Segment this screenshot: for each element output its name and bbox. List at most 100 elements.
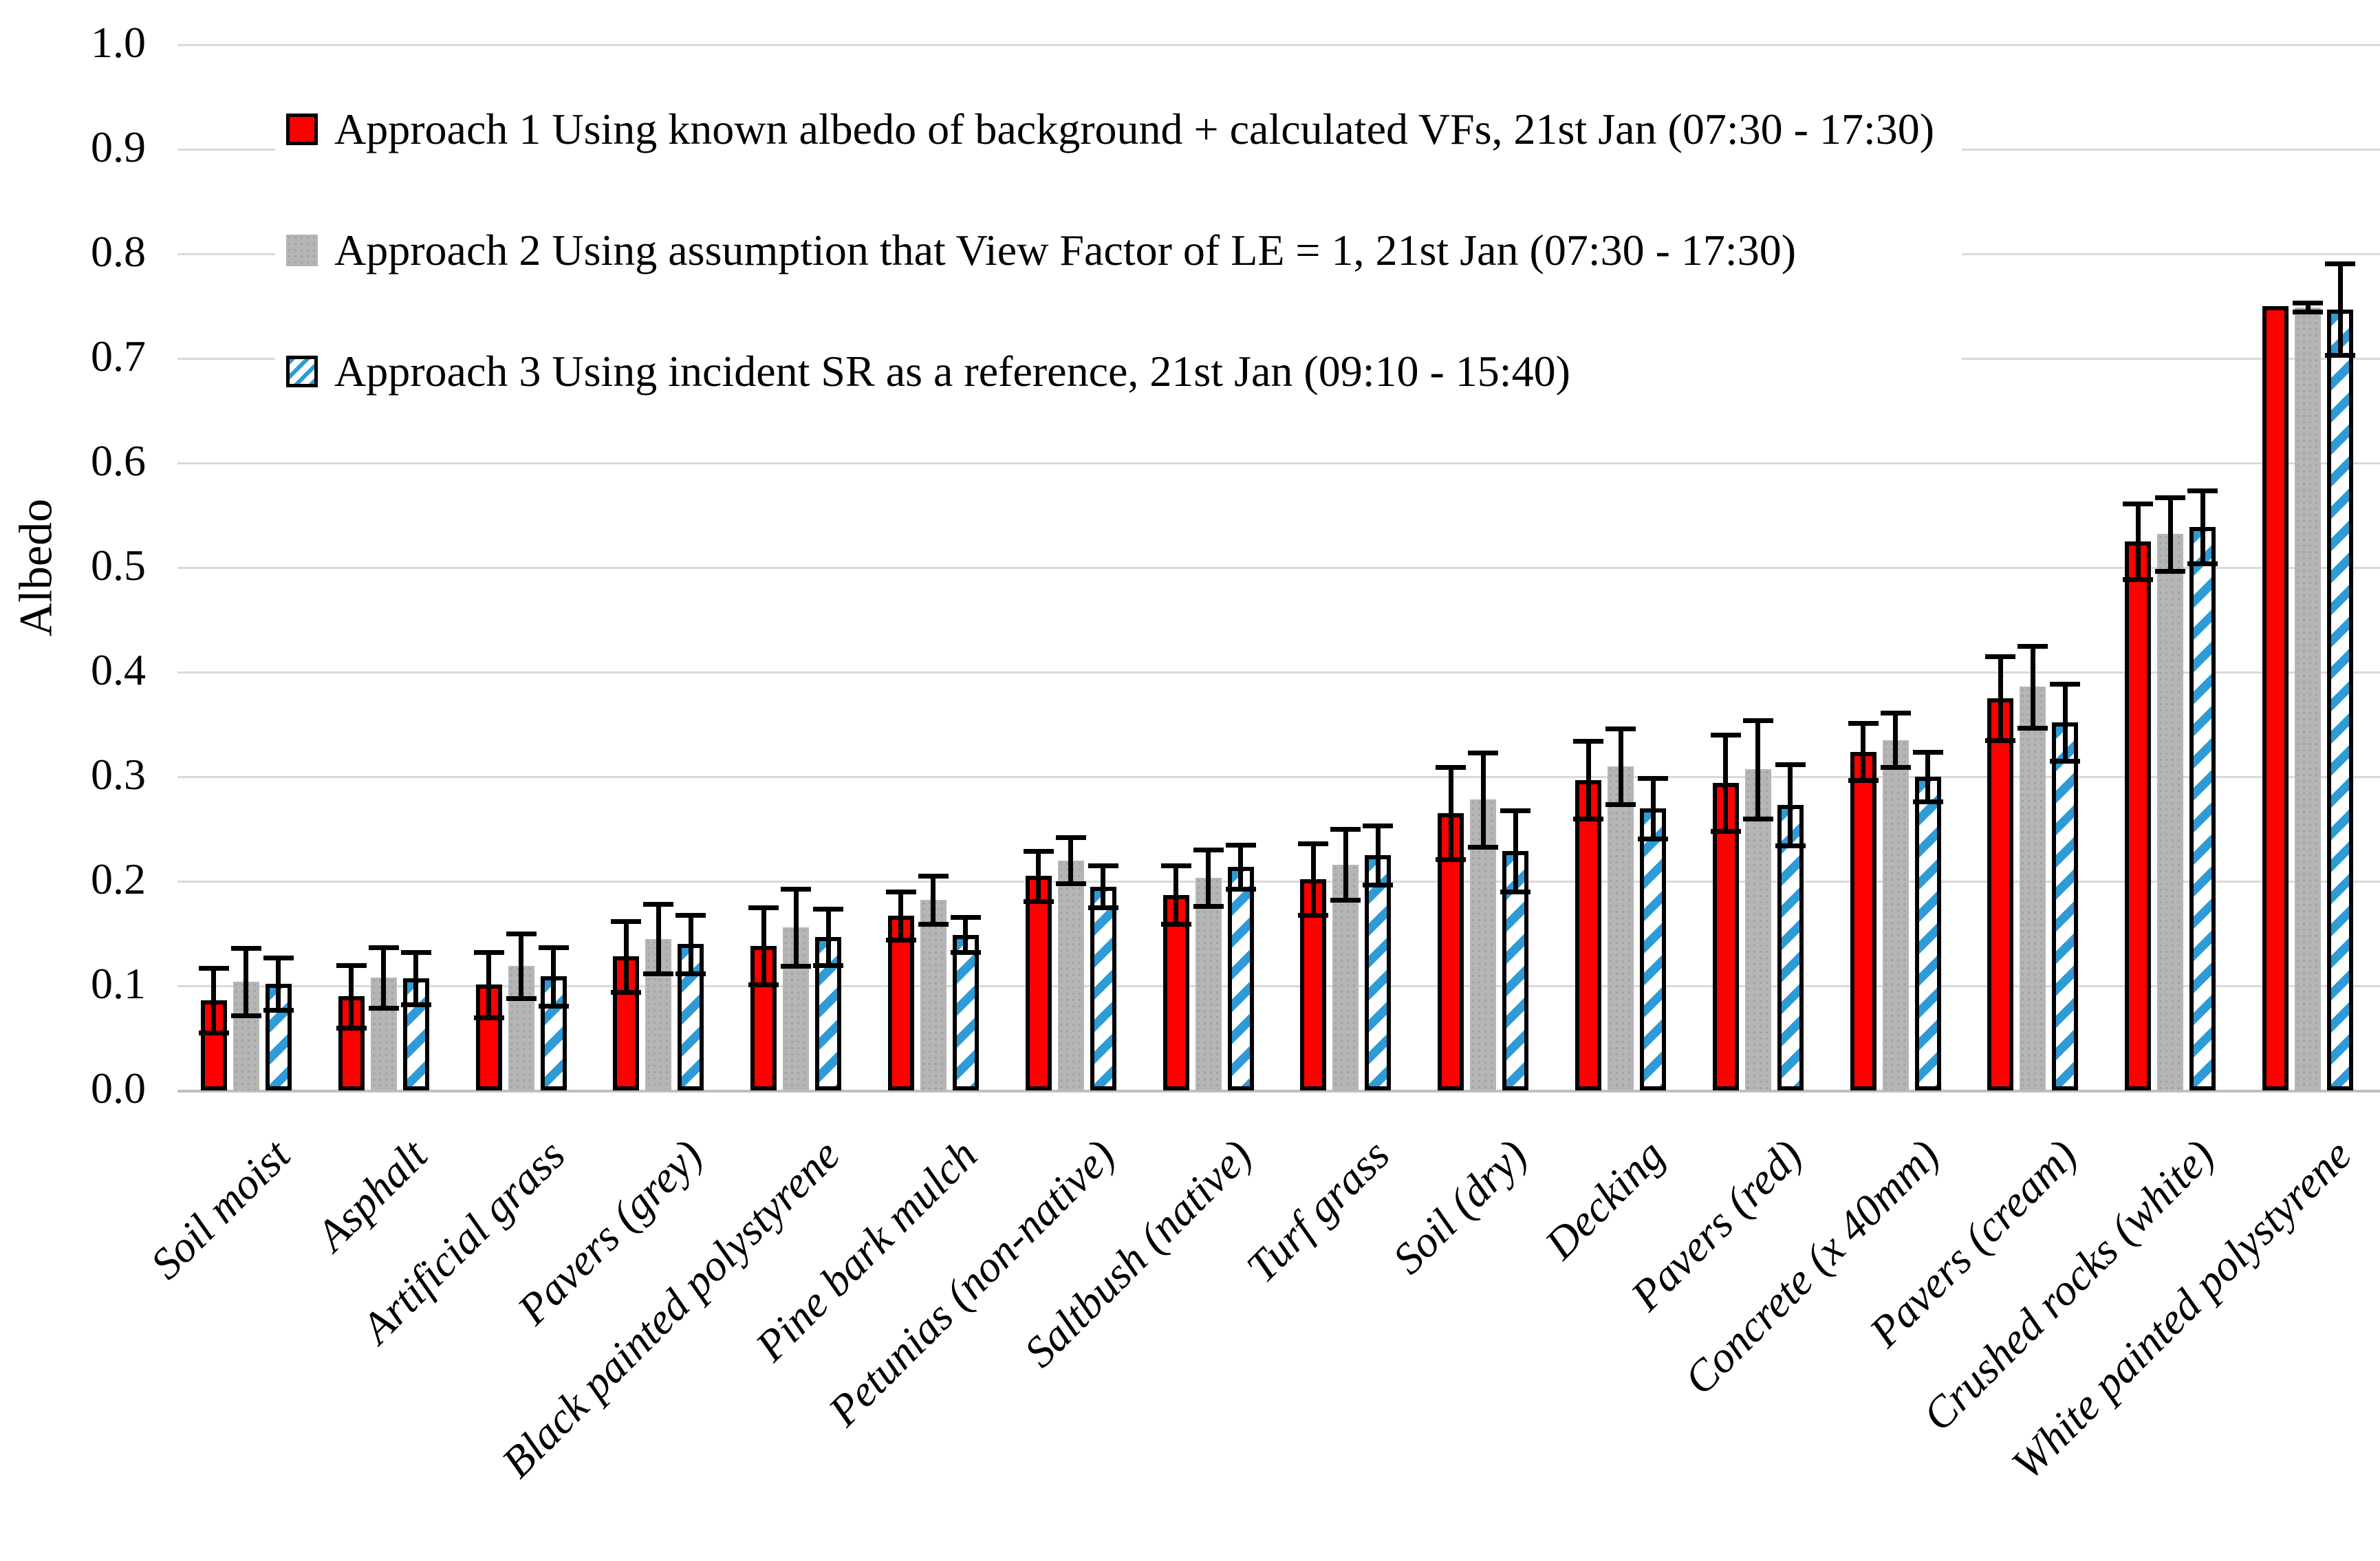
error-bar-line — [1343, 829, 1348, 901]
error-bar-cap-top — [400, 950, 431, 956]
error-bar-cap-top — [1023, 848, 1054, 854]
error-bar-line — [1586, 741, 1591, 819]
gridline-0.6 — [177, 462, 2380, 464]
error-bar-line — [519, 934, 524, 999]
error-bar-cap-top — [368, 945, 399, 950]
error-bar-cap-bottom — [643, 971, 674, 976]
error-bar-line — [1480, 753, 1486, 847]
error-bar-line — [2200, 490, 2205, 563]
error-bar-cap-bottom — [1638, 836, 1669, 841]
error-bar-cap-top — [2155, 495, 2186, 501]
error-bar-line — [1755, 720, 1761, 819]
error-bar-cap-top — [1436, 765, 1467, 771]
error-bar-cap-bottom — [2325, 353, 2356, 358]
bar-approach1-petunias-non-native- — [1025, 876, 1052, 1090]
error-bar-line — [623, 921, 629, 993]
error-bar-cap-top — [230, 946, 261, 951]
error-bar-cap-bottom — [506, 996, 537, 1002]
x-tick-label-soil-moist: Soil moist — [140, 1130, 299, 1289]
x-tick-label-decking: Decking — [1535, 1130, 1674, 1269]
legend-item-approach-1: Approach 1 Using known albedo of backgro… — [286, 69, 1934, 190]
error-bar-line — [1206, 850, 1211, 907]
y-tick-label-0.0: 0.0 — [91, 1064, 146, 1113]
bar-approach1-concrete-x-40mm- — [1850, 752, 1876, 1090]
error-bar-cap-top — [506, 932, 537, 936]
legend-item-approach-2: Approach 2 Using assumption that View Fa… — [286, 190, 1934, 311]
bar-approach3-white-painted-polystyrene — [2327, 310, 2354, 1090]
error-bar-line — [244, 948, 249, 1015]
error-bar-cap-top — [2123, 502, 2154, 507]
error-bar-cap-bottom — [918, 922, 949, 927]
bar-approach3-crushed-rocks-white- — [2189, 527, 2216, 1090]
error-bar-cap-bottom — [1055, 881, 1086, 887]
error-bar-line — [1723, 735, 1729, 832]
error-bar-cap-bottom — [611, 990, 642, 995]
error-bar-cap-bottom — [1985, 738, 2016, 743]
error-bar-line — [931, 876, 936, 925]
bar-approach2-white-painted-polystyrene — [2295, 308, 2322, 1090]
error-bar-cap-top — [1775, 762, 1806, 767]
bar-approach1-pavers-cream- — [1987, 698, 2014, 1090]
gridline-0.3 — [177, 776, 2380, 778]
y-tick-label-0.3: 0.3 — [91, 750, 146, 799]
error-bar-cap-bottom — [2017, 725, 2048, 731]
gridline-0.4 — [177, 671, 2380, 674]
y-tick-label-0.6: 0.6 — [91, 436, 146, 486]
error-bar-line — [1448, 767, 1453, 860]
error-bar-line — [1101, 865, 1106, 907]
bar-approach3-petunias-non-native- — [1090, 887, 1116, 1090]
error-bar-cap-bottom — [198, 1031, 229, 1036]
bar-approach1-saltbush-native- — [1162, 895, 1189, 1090]
bar-approach2-decking — [1608, 766, 1634, 1090]
error-bar-cap-bottom — [1912, 799, 1943, 805]
error-bar-cap-top — [263, 955, 294, 960]
error-bar-cap-bottom — [1193, 904, 1224, 909]
error-bar-line — [1650, 777, 1656, 839]
error-bar-cap-top — [1573, 739, 1604, 744]
error-bar-line — [1036, 850, 1041, 901]
error-bar-cap-bottom — [368, 1005, 399, 1011]
error-bar-cap-bottom — [1775, 843, 1806, 849]
y-tick-label-0.2: 0.2 — [91, 854, 146, 904]
bar-approach3-concrete-x-40mm- — [1914, 777, 1941, 1090]
bar-approach1-decking — [1575, 780, 1602, 1090]
x-tick-label-turf-grass: Turf grass — [1237, 1130, 1399, 1292]
error-bar-cap-top — [1298, 841, 1329, 847]
error-bar-cap-bottom — [675, 971, 706, 976]
legend-swatch-icon — [286, 356, 318, 387]
bar-approach1-white-painted-polystyrene — [2262, 306, 2289, 1090]
bar-approach3-turf-grass — [1365, 855, 1392, 1090]
x-tick-label-concrete-x-40mm-: Concrete (x 40mm) — [1674, 1130, 1949, 1404]
bar-approach3-pavers-red- — [1777, 805, 1804, 1090]
error-bar-cap-top — [1225, 842, 1256, 848]
legend-swatch-icon — [286, 235, 318, 266]
error-bar-cap-top — [748, 905, 779, 910]
error-bar-cap-bottom — [1880, 765, 1911, 771]
error-bar-line — [413, 952, 419, 1005]
error-bar-cap-bottom — [885, 938, 916, 943]
error-bar-cap-bottom — [781, 964, 812, 969]
error-bar-line — [793, 888, 799, 967]
error-bar-cap-top — [675, 912, 706, 918]
error-bar-cap-top — [1912, 749, 1943, 755]
error-bar-line — [963, 916, 969, 953]
error-bar-line — [551, 947, 556, 1006]
bar-approach2-pavers-cream- — [2020, 687, 2046, 1090]
error-bar-cap-bottom — [748, 982, 779, 988]
error-bar-cap-bottom — [1363, 882, 1394, 887]
x-tick-label-soil-dry-: Soil (dry) — [1383, 1130, 1537, 1284]
error-bar-cap-bottom — [1468, 844, 1499, 850]
legend-label: Approach 2 Using assumption that View Fa… — [334, 226, 1796, 274]
y-tick-label-0.4: 0.4 — [91, 645, 146, 695]
bar-approach2-concrete-x-40mm- — [1882, 740, 1909, 1090]
bar-approach1-pine-bark-mulch — [887, 916, 914, 1090]
gridline-0.5 — [177, 567, 2380, 569]
error-bar-cap-top — [813, 906, 844, 912]
bar-approach2-black-painted-polystyrene — [783, 927, 810, 1090]
error-bar-cap-top — [885, 890, 916, 895]
error-bar-cap-bottom — [1160, 922, 1191, 927]
error-bar-line — [761, 907, 766, 985]
bar-approach2-petunias-non-native- — [1057, 861, 1084, 1090]
error-bar-cap-bottom — [1225, 886, 1256, 892]
y-tick-label-1.0: 1.0 — [91, 18, 146, 67]
